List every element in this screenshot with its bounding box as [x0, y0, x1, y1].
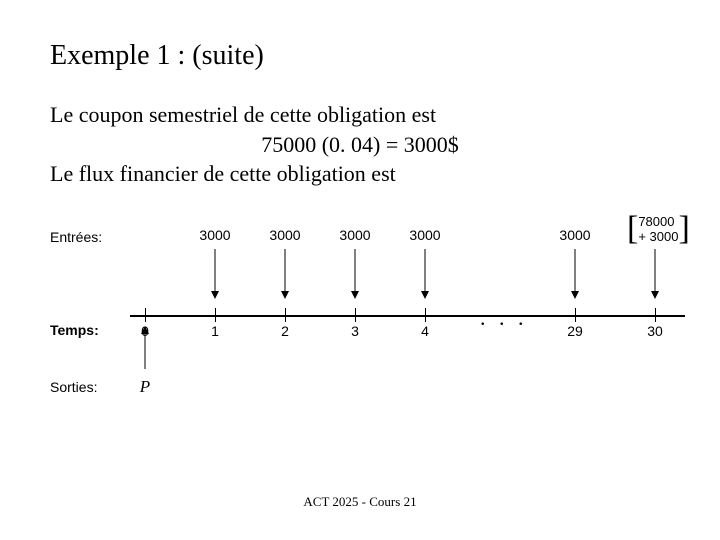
slide: Exemple 1 : (suite) Le coupon semestriel… [0, 0, 720, 540]
tick-label: 4 [421, 323, 429, 339]
tick [575, 308, 576, 322]
calc-line: 75000 (0. 04) = 3000$ [50, 130, 670, 160]
entry-value-bracket: [78000+ 3000] [627, 213, 690, 245]
time-axis [130, 315, 685, 317]
tick-label: 1 [211, 323, 219, 339]
ellipsis-dots: . . . [480, 305, 528, 331]
tick [215, 308, 216, 322]
p-label: P [140, 377, 150, 397]
tick-label: 3 [351, 323, 359, 339]
body-line-1: Le coupon semestriel de cette obligation… [50, 100, 670, 130]
label-entrees: Entrées: [50, 229, 102, 245]
entry-value: 3000 [269, 227, 300, 243]
entry-value: 3000 [199, 227, 230, 243]
cashflow-diagram: Entrées: Temps: Sorties: 013000230003300… [50, 219, 670, 409]
tick-label: 29 [567, 323, 583, 339]
tick [145, 308, 146, 322]
entry-value: 3000 [339, 227, 370, 243]
footer: ACT 2025 - Cours 21 [0, 494, 720, 510]
tick-label: 2 [281, 323, 289, 339]
tick [285, 308, 286, 322]
entry-value: 3000 [559, 227, 590, 243]
label-sorties: Sorties: [50, 379, 97, 395]
tick-label: 30 [647, 323, 663, 339]
tick [425, 308, 426, 322]
label-temps: Temps: [50, 322, 99, 338]
slide-title: Exemple 1 : (suite) [50, 40, 670, 72]
entry-value: 3000 [409, 227, 440, 243]
tick [355, 308, 356, 322]
body-line-2: Le flux financier de cette obligation es… [50, 159, 670, 189]
tick [655, 308, 656, 322]
